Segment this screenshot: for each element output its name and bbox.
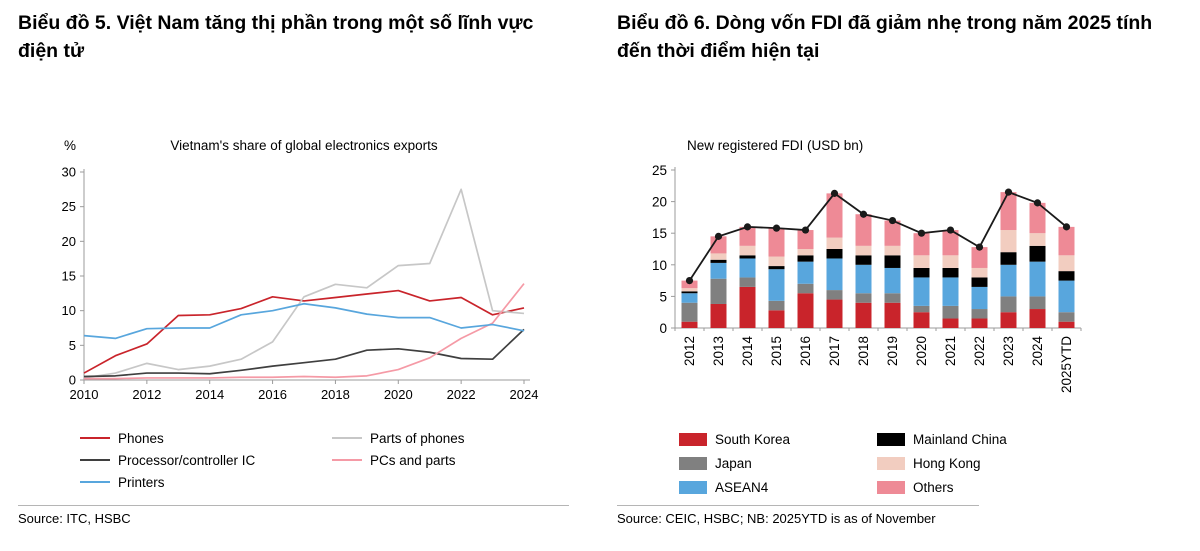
svg-text:2012: 2012 — [132, 387, 161, 402]
svg-text:20: 20 — [62, 234, 76, 249]
y-axis-unit-label: % — [64, 138, 77, 153]
legend-column: Parts of phones PCs and parts — [332, 427, 465, 493]
svg-text:2018: 2018 — [321, 387, 350, 402]
svg-text:0: 0 — [69, 373, 76, 388]
svg-text:2013: 2013 — [711, 336, 726, 366]
legend-label: Printers — [118, 474, 165, 490]
legend-swatch — [80, 437, 110, 439]
svg-text:15: 15 — [62, 269, 76, 284]
legend-item-parts-of-phones: Parts of phones — [332, 427, 465, 449]
legend-item-pcs-and-parts: PCs and parts — [332, 449, 465, 471]
legend-swatch — [679, 456, 707, 470]
svg-text:2014: 2014 — [195, 387, 224, 402]
legend-swatch — [332, 437, 362, 439]
svg-text:10: 10 — [652, 258, 667, 273]
legend-label: Hong Kong — [913, 455, 981, 471]
svg-text:0: 0 — [659, 321, 667, 336]
legend-label: Processor/controller IC — [118, 452, 256, 468]
legend-item-printers: Printers — [80, 471, 332, 493]
svg-text:2014: 2014 — [740, 336, 755, 367]
bar-chart-title: New registered FDI (USD bn) — [687, 138, 864, 153]
svg-text:2022: 2022 — [447, 387, 476, 402]
legend-label: Parts of phones — [370, 430, 465, 446]
chart5-heading: Biểu đồ 5. Việt Nam tăng thị phần trong … — [18, 12, 534, 62]
svg-text:25: 25 — [62, 199, 76, 214]
svg-text:2020: 2020 — [384, 387, 413, 402]
svg-text:2021: 2021 — [943, 336, 958, 366]
chart6-heading: Biểu đồ 6. Dòng vốn FDI đã giảm nhẹ tron… — [617, 12, 1153, 62]
svg-text:2017: 2017 — [827, 336, 842, 366]
svg-text:2015: 2015 — [769, 336, 784, 366]
svg-text:2012: 2012 — [682, 336, 697, 366]
svg-text:2022: 2022 — [972, 336, 987, 366]
legend-item-hong-kong: Hong Kong — [877, 451, 1007, 475]
legend-label: Phones — [118, 430, 164, 446]
legend-label: PCs and parts — [370, 452, 456, 468]
chart6-source: Source: CEIC, HSBC; NB: 2025YTD is as of… — [617, 505, 979, 526]
legend-swatch — [679, 480, 707, 494]
line-chart-title-row: % Vietnam's share of global electronics … — [18, 136, 580, 160]
svg-text:2016: 2016 — [258, 387, 287, 402]
svg-text:25: 25 — [652, 163, 667, 178]
electronics-line-chart: 0 5 10 15 20 25 30 2010 2012 2014 2016 2018 2020 2022… — [62, 165, 539, 403]
legend-swatch — [877, 480, 905, 494]
legend-label: ASEAN4 — [715, 479, 769, 495]
svg-text:2024: 2024 — [1030, 336, 1045, 367]
legend-swatch — [679, 432, 707, 446]
line-chart-title: Vietnam's share of global electronics ex… — [170, 138, 438, 153]
svg-text:2024: 2024 — [510, 387, 539, 402]
legend-column: Phones Processor/controller IC Printers — [80, 427, 332, 493]
svg-text:15: 15 — [652, 226, 667, 241]
legend-item-asean4: ASEAN4 — [679, 475, 877, 499]
svg-text:2023: 2023 — [1001, 336, 1016, 366]
svg-text:10: 10 — [62, 303, 76, 318]
electronics-exports-chart-panel: % Vietnam's share of global electronics … — [18, 136, 580, 526]
legend-swatch — [877, 432, 905, 446]
legend-item-phones: Phones — [80, 427, 332, 449]
svg-text:2016: 2016 — [798, 336, 813, 366]
svg-text:5: 5 — [69, 338, 76, 353]
legend-swatch — [877, 456, 905, 470]
svg-text:2025YTD: 2025YTD — [1059, 336, 1074, 393]
legend-item-mainland-china: Mainland China — [877, 427, 1007, 451]
line-chart-legend: Phones Processor/controller IC Printers Par… — [80, 427, 580, 493]
bar-chart-title-row: New registered FDI (USD bn) — [617, 136, 1192, 160]
fdi-chart-panel: New registered FDI (USD bn) 0 5 10 15 20 25 20… — [617, 136, 1192, 526]
legend-item-others: Others — [877, 475, 1007, 499]
legend-item-processor-controller-ic: Processor/controller IC — [80, 449, 332, 471]
svg-text:5: 5 — [659, 289, 667, 304]
legend-column: South Korea Japan ASEAN4 — [679, 427, 877, 499]
svg-text:2019: 2019 — [885, 336, 900, 366]
legend-label: South Korea — [715, 431, 791, 447]
svg-text:30: 30 — [62, 165, 76, 180]
svg-text:20: 20 — [652, 195, 667, 210]
legend-swatch — [80, 459, 110, 461]
legend-swatch — [80, 481, 110, 483]
legend-item-south-korea: South Korea — [679, 427, 877, 451]
chart5-source: Source: ITC, HSBC — [18, 505, 569, 526]
svg-text:2010: 2010 — [70, 387, 99, 402]
legend-label: Japan — [715, 455, 752, 471]
legend-column: Mainland China Hong Kong Others — [877, 427, 1007, 499]
legend-label: Others — [913, 479, 954, 495]
legend-label: Mainland China — [913, 431, 1007, 447]
svg-text:2018: 2018 — [856, 336, 871, 366]
svg-text:2020: 2020 — [914, 336, 929, 366]
legend-item-japan: Japan — [679, 451, 877, 475]
bar-chart-legend: South Korea Japan ASEAN4 Mainland China Hong… — [679, 427, 1192, 499]
fdi-bar-chart: 0 5 10 15 20 25 2012 2013 2014 2015 2016 2017 2018 20… — [652, 163, 1082, 393]
legend-swatch — [332, 459, 362, 461]
